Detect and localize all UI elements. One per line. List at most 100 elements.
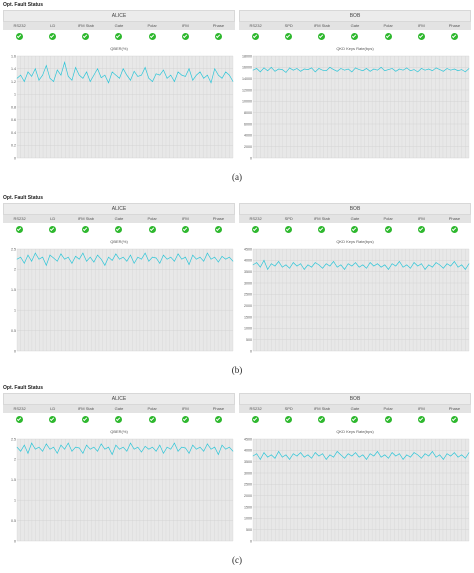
status-cell bbox=[305, 31, 338, 41]
data-point bbox=[439, 69, 440, 70]
data-point bbox=[461, 69, 462, 70]
status-cell bbox=[169, 414, 202, 424]
data-point bbox=[421, 263, 422, 264]
data-point bbox=[322, 69, 323, 71]
data-point bbox=[362, 264, 364, 266]
data-point bbox=[391, 263, 393, 264]
y-tick-label: 2000 bbox=[244, 494, 252, 498]
y-tick-label: 4000 bbox=[244, 134, 252, 138]
data-point bbox=[126, 450, 128, 452]
data-point bbox=[38, 258, 40, 260]
data-point bbox=[465, 269, 466, 270]
data-point bbox=[185, 76, 186, 77]
check-circle-icon bbox=[214, 32, 222, 40]
data-point bbox=[252, 69, 254, 71]
data-point bbox=[27, 254, 29, 256]
data-point bbox=[174, 442, 175, 444]
data-point bbox=[144, 446, 146, 447]
data-point bbox=[344, 269, 345, 270]
status-column-label: SPD bbox=[284, 23, 293, 28]
data-point bbox=[263, 260, 265, 261]
status-cell bbox=[372, 224, 405, 234]
data-point bbox=[137, 446, 139, 448]
data-point bbox=[122, 256, 124, 258]
data-point bbox=[450, 455, 451, 457]
data-point bbox=[163, 69, 164, 71]
check-circle-icon bbox=[417, 225, 425, 233]
data-point bbox=[122, 446, 124, 448]
data-point bbox=[410, 268, 411, 269]
data-point bbox=[115, 444, 117, 446]
y-tick-label: 4500 bbox=[244, 437, 252, 441]
data-point bbox=[435, 456, 437, 458]
check-circle-icon bbox=[115, 32, 123, 40]
status-cell bbox=[36, 224, 69, 234]
data-point bbox=[428, 68, 429, 70]
y-tick-label: 2 bbox=[14, 268, 16, 272]
data-point bbox=[64, 448, 65, 450]
data-point bbox=[100, 258, 102, 260]
status-cell bbox=[405, 224, 438, 234]
data-point bbox=[399, 453, 400, 454]
alice-chart: QBER(%) 2.5 2 1.5 1 0.5 0 bbox=[3, 237, 235, 355]
status-cell bbox=[239, 31, 272, 41]
check-circle-icon bbox=[16, 32, 24, 40]
y-tick-label: 8000 bbox=[244, 111, 252, 115]
data-point bbox=[395, 455, 397, 457]
data-point bbox=[185, 447, 186, 449]
data-point bbox=[373, 455, 375, 457]
data-point bbox=[402, 459, 404, 460]
data-point bbox=[181, 258, 182, 260]
data-point bbox=[388, 269, 389, 270]
alice-header: ALICE bbox=[3, 203, 235, 215]
data-point bbox=[221, 444, 223, 446]
data-point bbox=[293, 453, 294, 454]
data-point bbox=[196, 74, 197, 76]
status-cell bbox=[3, 414, 36, 424]
data-point bbox=[395, 71, 397, 72]
data-point bbox=[417, 71, 418, 73]
data-point bbox=[207, 74, 208, 76]
status-cell bbox=[169, 31, 202, 41]
data-point bbox=[130, 79, 131, 81]
panel-title: Opt. Fault Status bbox=[3, 195, 43, 201]
data-point bbox=[100, 443, 102, 445]
y-tick-label: 0.8 bbox=[11, 105, 16, 109]
bob-chart: QKD Keys Rate(bps) 18000 16000 14000 12000 10… bbox=[239, 44, 471, 162]
data-point bbox=[163, 453, 164, 454]
data-point bbox=[181, 446, 182, 448]
check-circle-icon bbox=[318, 225, 326, 233]
data-point bbox=[300, 71, 301, 72]
data-point bbox=[358, 266, 360, 268]
data-point bbox=[148, 448, 150, 450]
status-cell bbox=[202, 414, 235, 424]
data-point bbox=[174, 260, 175, 262]
data-point bbox=[296, 455, 298, 457]
data-point bbox=[340, 264, 342, 266]
check-circle-icon bbox=[214, 225, 222, 233]
data-point bbox=[355, 262, 356, 263]
data-point bbox=[252, 455, 254, 457]
y-tick-label: 6000 bbox=[244, 122, 252, 126]
data-point bbox=[20, 74, 21, 76]
data-point bbox=[318, 264, 320, 266]
data-point bbox=[232, 260, 234, 262]
data-point bbox=[31, 76, 32, 77]
alice-status-columns: RS232 LD IFM Stab Gate Polar IFM Phase bbox=[3, 22, 235, 30]
data-point bbox=[93, 446, 95, 448]
check-circle-icon bbox=[16, 225, 24, 233]
data-point bbox=[111, 71, 113, 73]
data-point bbox=[130, 442, 131, 444]
data-point bbox=[395, 265, 397, 267]
data-point bbox=[351, 455, 353, 457]
check-circle-icon bbox=[351, 415, 359, 423]
data-point bbox=[119, 258, 120, 260]
data-point bbox=[181, 74, 182, 76]
data-point bbox=[300, 263, 301, 264]
data-point bbox=[377, 451, 378, 452]
data-point bbox=[111, 454, 113, 455]
data-point bbox=[152, 446, 153, 448]
data-point bbox=[380, 456, 382, 458]
data-point bbox=[289, 268, 290, 269]
data-point bbox=[450, 69, 451, 71]
